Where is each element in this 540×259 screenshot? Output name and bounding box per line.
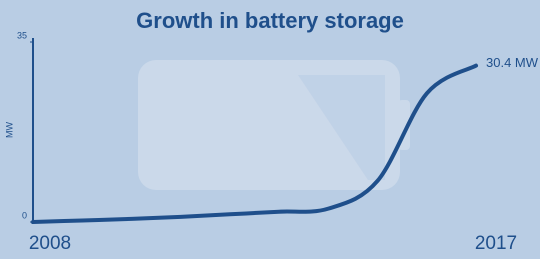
battery-icon (138, 60, 410, 190)
x-tick-label: 2008 (29, 233, 71, 254)
y-axis-label: MW (4, 122, 14, 138)
chart-title: Growth in battery storage (136, 8, 404, 33)
y-tick-label: 0 (22, 210, 27, 220)
y-tick-label: 35 (17, 30, 27, 40)
value-label: 30.4 MW (486, 55, 539, 70)
x-tick-label: 2017 (475, 233, 517, 254)
chart: Growth in battery storage MW 0 35 2008 2017… (0, 0, 540, 259)
